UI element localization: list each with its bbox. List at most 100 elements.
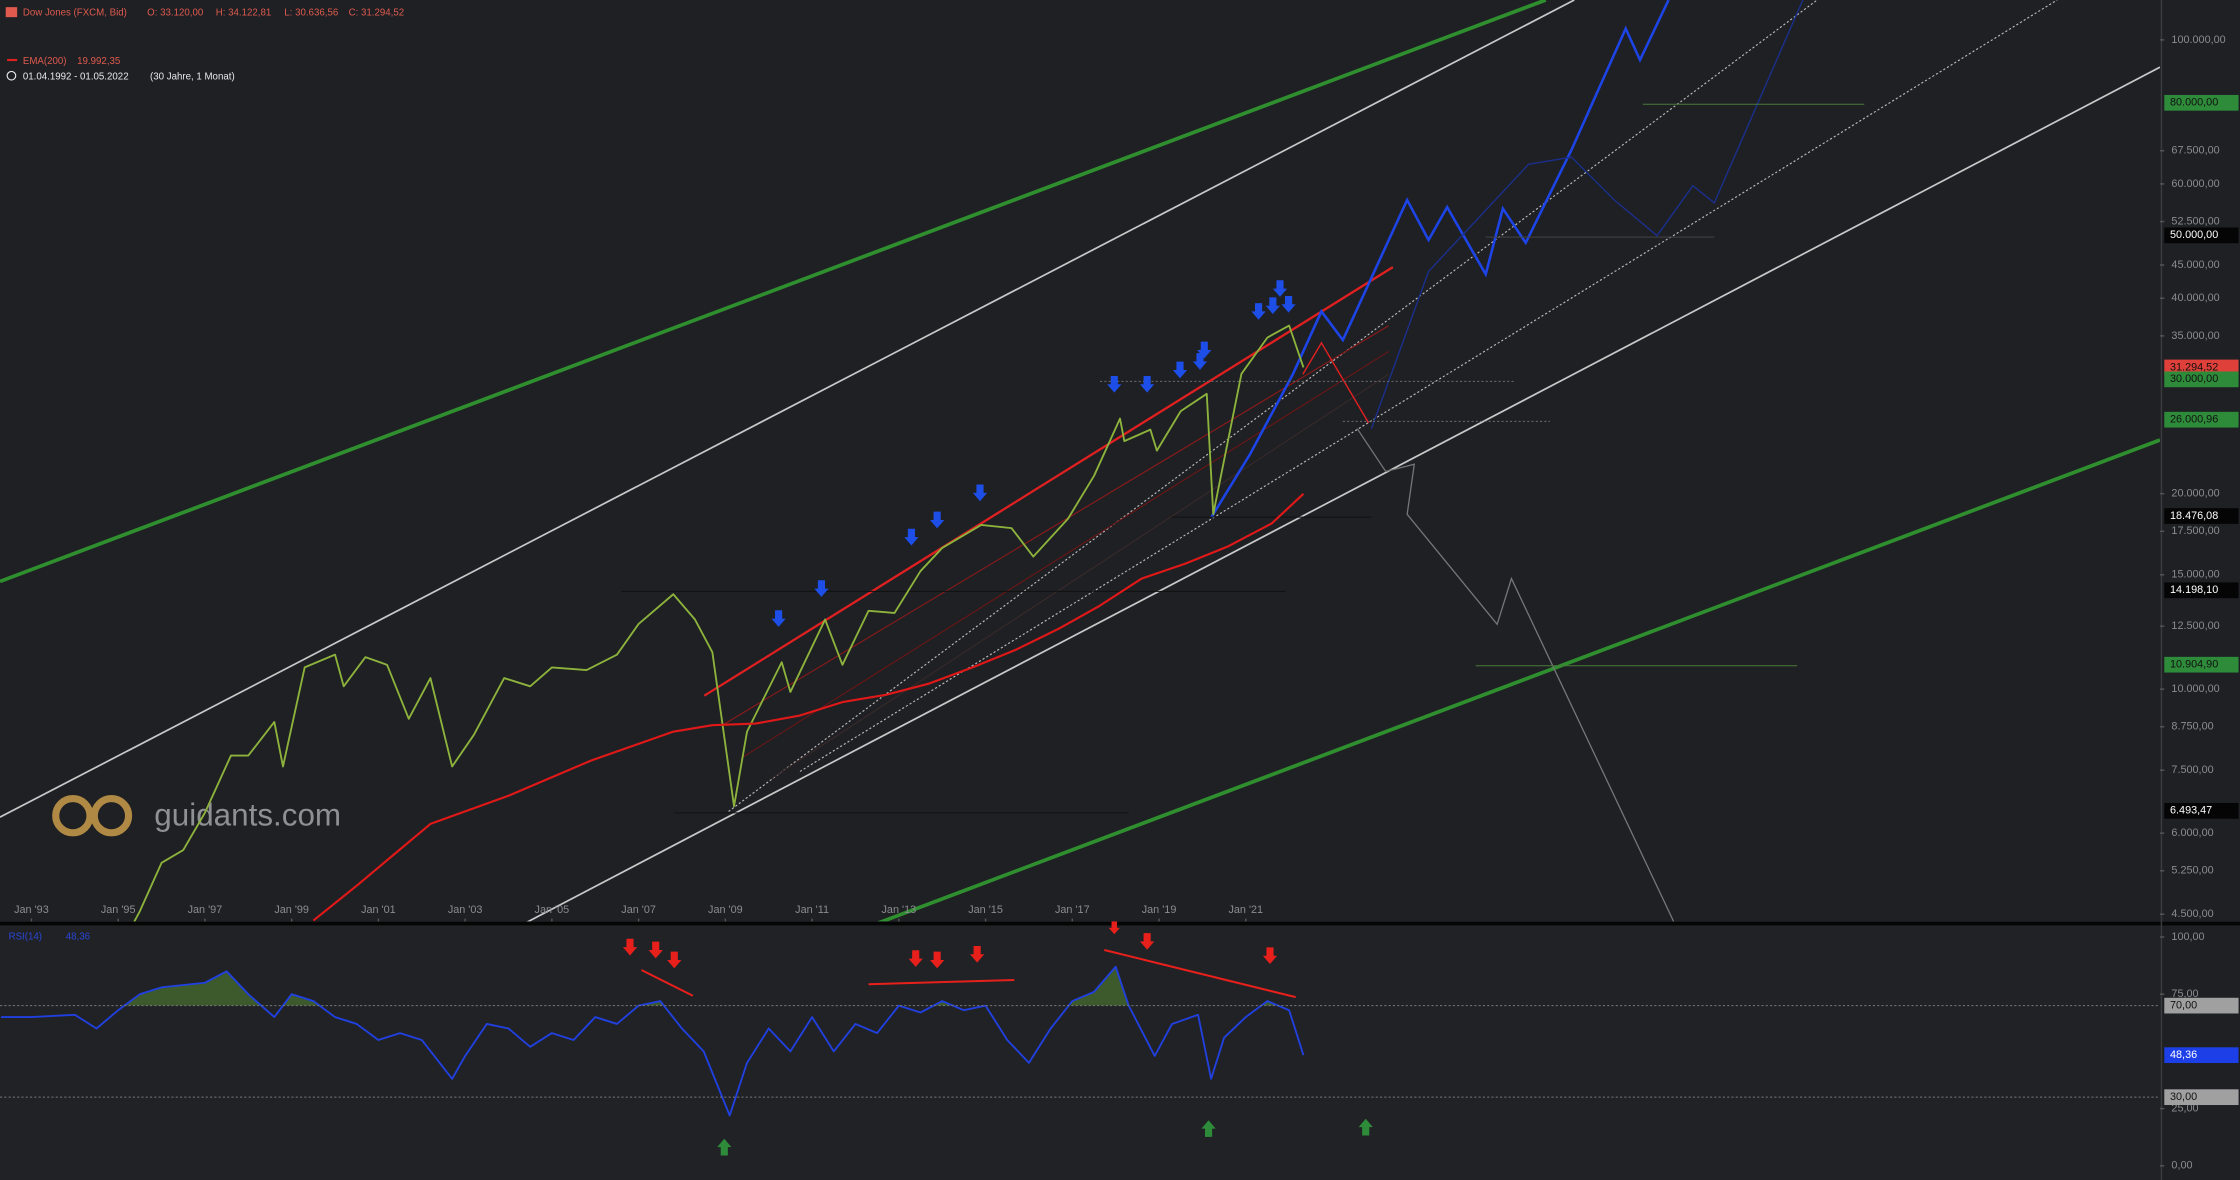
date-range: 01.04.1992 - 01.05.2022 <box>23 72 129 83</box>
level-marker <box>2164 997 2239 1014</box>
x-tick-label: Jan '19 <box>1142 904 1177 916</box>
level-label: 80.000,00 <box>2170 97 2218 109</box>
x-tick-label: Jan '03 <box>448 904 483 916</box>
red-projection <box>1302 341 1370 424</box>
x-tick-label: Jan '95 <box>101 904 136 916</box>
level-label: 70,00 <box>2170 999 2197 1011</box>
level-label: 10.904,90 <box>2170 659 2218 671</box>
level-label: 48,36 <box>2170 1049 2197 1061</box>
drawings <box>0 0 2160 922</box>
x-tick-label: Jan '97 <box>188 904 223 916</box>
white-channel-upper <box>0 0 1575 818</box>
x-tick-label: Jan '13 <box>882 904 917 916</box>
y-tick-label: 15.000,00 <box>2171 569 2219 581</box>
red-trend-mid <box>742 350 1389 758</box>
ohlc-close: C: 31.294,52 <box>349 7 405 18</box>
watermark-text: guidants.com <box>154 797 341 832</box>
y-tick-label: 7.500,00 <box>2171 764 2213 776</box>
white-channel-lower <box>526 66 2160 922</box>
x-tick-label: Jan '11 <box>795 904 829 916</box>
dark-trend <box>771 373 1389 779</box>
y-tick-label: 40.000,00 <box>2171 292 2219 304</box>
dotted-channel <box>799 0 2058 772</box>
x-tick-label: Jan '99 <box>274 904 309 916</box>
divergence-line <box>640 969 694 997</box>
green-channel-lower <box>877 438 2160 922</box>
level-marker <box>2164 803 2239 819</box>
level-label: 6.493,47 <box>2170 805 2212 817</box>
plot-area <box>1 965 1305 1117</box>
level-marker <box>2164 582 2239 599</box>
y-tick-label: 60.000,00 <box>2171 178 2219 190</box>
rsi-name: RSI(14) <box>9 932 42 943</box>
series-line <box>133 324 1305 922</box>
y-tick-label: 67.500,00 <box>2171 145 2219 157</box>
x-tick-label: Jan '21 <box>1228 904 1263 916</box>
level-marker <box>2164 411 2239 428</box>
level-label: 50.000,00 <box>2170 229 2218 241</box>
level-marker <box>2164 227 2239 244</box>
rsi-panel-background <box>0 925 2160 1180</box>
ohlc-low: L: 30.636,56 <box>284 7 338 18</box>
level-label: 31.294,52 <box>2170 361 2218 373</box>
level-label: 18.476,08 <box>2170 510 2218 522</box>
overbought-area <box>1 966 1304 1006</box>
y-tick-label: 100.000,00 <box>2171 34 2225 46</box>
divergence-line <box>868 979 1015 986</box>
level-marker <box>2164 94 2239 111</box>
logo-ring <box>52 795 94 837</box>
y-tick-label: 25,00 <box>2171 1102 2198 1114</box>
plot-area <box>133 324 1305 922</box>
series-line <box>1 965 1305 1117</box>
blue-projection <box>1210 0 1670 518</box>
ema-name: EMA(200) <box>23 56 67 67</box>
x-tick-label: Jan '17 <box>1055 904 1090 916</box>
level-marker <box>2164 656 2239 673</box>
level-label: 14.198,10 <box>2170 584 2218 596</box>
y-tick-label: 10.000,00 <box>2171 683 2219 695</box>
date-span: (30 Jahre, 1 Monat) <box>150 72 235 83</box>
y-tick-label: 17.500,00 <box>2171 525 2219 537</box>
x-tick-label: Jan '01 <box>361 904 396 916</box>
y-tick-label: 6.000,00 <box>2171 827 2213 839</box>
series-line <box>312 493 1305 922</box>
y-tick-label: 52.500,00 <box>2171 215 2219 227</box>
y-tick-label: 75,00 <box>2171 988 2198 1000</box>
level-marker <box>2164 1047 2239 1064</box>
y-tick-label: 0,00 <box>2171 1160 2192 1172</box>
level-marker <box>2164 1089 2239 1106</box>
red-trend-upper <box>703 266 1394 697</box>
level-label: 26.000,96 <box>2170 414 2218 426</box>
level-marker <box>2164 508 2239 524</box>
x-tick-label: Jan '15 <box>968 904 1003 916</box>
x-tick-label: Jan '05 <box>535 904 570 916</box>
level-label: 30.000,00 <box>2170 373 2218 385</box>
x-tick-label: Jan '93 <box>14 904 49 916</box>
gray-projection <box>1356 428 1675 922</box>
y-tick-label: 4.500,00 <box>2171 908 2213 920</box>
y-tick-label: 12.500,00 <box>2171 620 2219 632</box>
divergence-line <box>1104 949 1296 999</box>
ohlc-open: O: 33.120,00 <box>147 7 204 18</box>
watermark: guidants.com <box>52 795 341 837</box>
level-label: 30,00 <box>2170 1091 2197 1103</box>
ema-value: 19.992,35 <box>77 56 120 67</box>
x-tick-label: Jan '09 <box>708 904 743 916</box>
dark-blue-projection <box>1370 271 1430 429</box>
ohlc-high: H: 34.122,81 <box>216 7 272 18</box>
level-marker <box>2164 371 2239 388</box>
y-tick-label: 5.250,00 <box>2171 865 2213 877</box>
y-tick-label: 8.750,00 <box>2171 721 2213 733</box>
x-tick-label: Jan '07 <box>621 904 656 916</box>
y-tick-label: 100,00 <box>2171 931 2204 943</box>
instrument-icon <box>5 7 18 18</box>
dotted-channel <box>728 0 1818 812</box>
green-channel-upper <box>0 0 1547 584</box>
rsi-value: 48,36 <box>66 932 90 943</box>
rsi-divergence-lines <box>640 949 1296 999</box>
instrument-name: Dow Jones (FXCM, Bid) <box>23 7 127 18</box>
level-marker <box>2164 359 2239 376</box>
clock-icon <box>6 70 17 81</box>
